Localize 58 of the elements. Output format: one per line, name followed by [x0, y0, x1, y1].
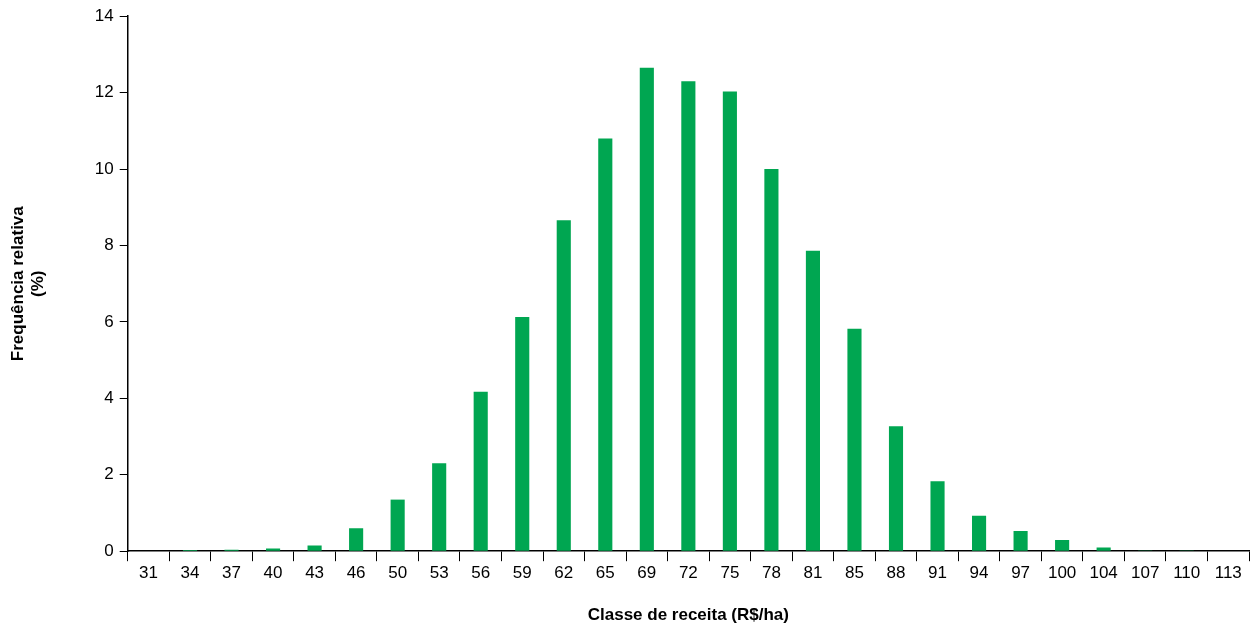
bar — [972, 515, 987, 551]
x-tick-label: 113 — [1214, 563, 1242, 583]
y-tick-label: 14 — [94, 5, 114, 25]
bar — [432, 463, 447, 551]
bar — [515, 316, 530, 551]
bar — [556, 220, 571, 551]
bar — [888, 426, 904, 551]
y-tick-label: 8 — [104, 235, 114, 255]
x-tick-label: 40 — [263, 563, 283, 583]
x-tick-label: 50 — [388, 563, 408, 583]
x-tick-label: 56 — [471, 563, 491, 583]
y-tick-label: 12 — [94, 82, 114, 102]
x-tick-label: 97 — [1011, 563, 1031, 583]
bar — [349, 528, 364, 551]
x-tick-label: 72 — [678, 563, 698, 583]
x-tick-label: 53 — [429, 563, 449, 583]
x-tick-label: 65 — [595, 563, 615, 583]
y-axis-title: Frequência relativa (%) — [7, 205, 48, 362]
x-tick-label: 69 — [637, 563, 657, 583]
bar — [1013, 530, 1028, 551]
y-tick-label: 0 — [104, 540, 114, 560]
x-tick-label: 104 — [1089, 563, 1118, 583]
bar — [1096, 547, 1111, 551]
bar — [847, 328, 862, 551]
x-tick-label: 100 — [1047, 563, 1077, 583]
bar — [473, 391, 488, 551]
x-tick-label: 43 — [305, 563, 325, 583]
x-tick-label: 110 — [1173, 563, 1201, 583]
x-tick-label: 37 — [222, 563, 241, 583]
bar — [805, 250, 820, 551]
x-axis-title: Classe de receita (R$/ha) — [587, 605, 789, 625]
bar — [639, 67, 654, 551]
x-tick-label: 31 — [139, 563, 158, 583]
x-tick-label: 91 — [928, 563, 947, 583]
y-tick-label: 10 — [94, 158, 114, 178]
bar — [930, 481, 945, 551]
x-tick-label: 107 — [1130, 563, 1160, 583]
bar — [681, 81, 696, 551]
bar — [722, 91, 737, 551]
bar — [390, 499, 405, 551]
x-tick-label: 75 — [720, 563, 740, 583]
x-tick-label: 88 — [886, 563, 906, 583]
x-tick-label: 94 — [969, 563, 989, 583]
x-tick-label: 46 — [346, 563, 366, 583]
x-tick-label: 59 — [512, 563, 532, 583]
x-tick-label: 62 — [554, 563, 574, 583]
bar — [1055, 540, 1070, 551]
x-tick-label: 85 — [845, 563, 864, 583]
y-tick-label: 4 — [104, 388, 114, 408]
y-tick-label: 6 — [104, 311, 114, 331]
x-tick-label: 81 — [803, 563, 823, 583]
bar — [266, 548, 281, 551]
bar — [307, 545, 322, 551]
y-tick-label: 2 — [104, 464, 114, 484]
bar — [598, 138, 613, 551]
x-tick-label: 78 — [761, 563, 781, 583]
x-tick-label: 34 — [180, 563, 200, 583]
bar — [764, 169, 779, 551]
